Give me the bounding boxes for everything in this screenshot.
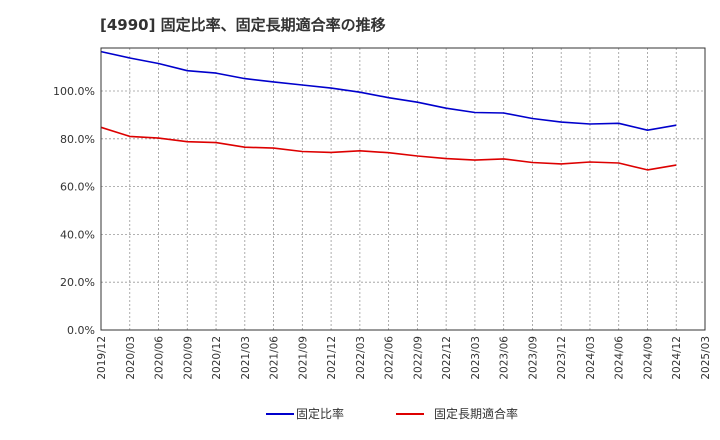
x-tick-label: 2020/06 [154, 336, 166, 380]
x-tick-label: 2025/03 [700, 336, 712, 380]
y-tick-label: 100.0% [53, 85, 95, 98]
chart-title: [4990] 固定比率、固定長期適合率の推移 [100, 16, 386, 34]
x-tick-label: 2023/03 [470, 336, 482, 380]
plot-area-frame [100, 47, 706, 331]
series-line-2 [100, 126, 677, 171]
x-tick-label: 2022/03 [355, 336, 367, 380]
x-tick-label: 2020/03 [125, 336, 137, 380]
x-tick-label: 2024/03 [585, 336, 597, 380]
x-tick-label: 2021/03 [240, 336, 252, 380]
y-axis-ticks: 0.0% 20.0% 40.0% 60.0% 80.0% 100.0% [53, 85, 95, 337]
x-tick-label: 2022/12 [441, 336, 453, 380]
legend: 固定比率 固定長期適合率 [266, 406, 518, 421]
x-tick-label: 2022/09 [412, 336, 424, 380]
x-tick-label: 2020/12 [211, 336, 223, 380]
grid [101, 48, 705, 330]
x-tick-label: 2023/09 [527, 336, 539, 380]
x-tick-label: 2024/09 [642, 336, 654, 380]
x-tick-label: 2021/12 [326, 336, 338, 380]
y-tick-label: 0.0% [67, 324, 95, 337]
y-tick-label: 80.0% [60, 133, 95, 146]
x-tick-label: 2021/09 [297, 336, 309, 380]
x-tick-label: 2019/12 [96, 336, 108, 380]
y-tick-label: 20.0% [60, 276, 95, 289]
y-tick-label: 40.0% [60, 228, 95, 241]
series-line-1 [100, 50, 677, 131]
x-axis-ticks: 2019/12 2020/03 2020/06 2020/09 2020/12 2021/… [96, 336, 712, 380]
x-tick-label: 2021/06 [269, 336, 281, 380]
x-tick-label: 2023/06 [499, 336, 511, 380]
y-tick-label: 60.0% [60, 181, 95, 194]
x-tick-label: 2023/12 [556, 336, 568, 380]
legend-label: 固定比率 [296, 406, 344, 421]
x-tick-label: 2024/12 [671, 336, 683, 380]
x-tick-label: 2020/09 [182, 336, 194, 380]
legend-label: 固定長期適合率 [434, 406, 518, 421]
x-tick-label: 2024/06 [614, 336, 626, 380]
x-tick-label: 2022/06 [384, 336, 396, 380]
series-lines [100, 50, 677, 171]
